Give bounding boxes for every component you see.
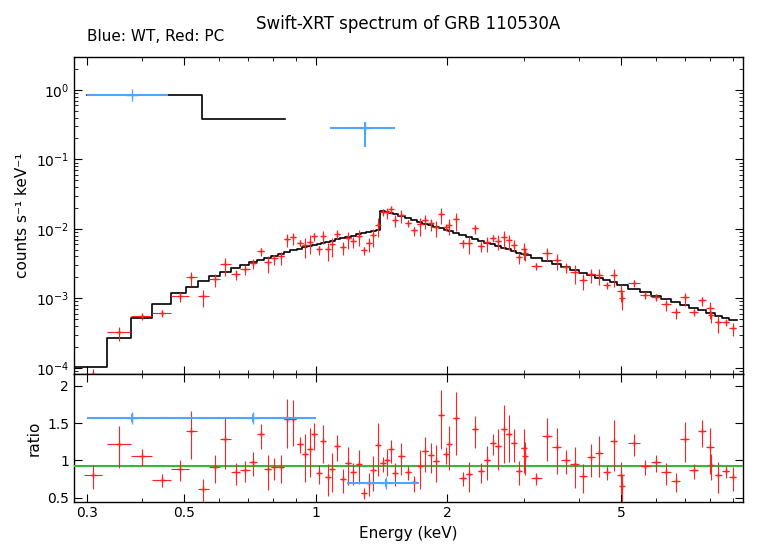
Text: Blue: WT, Red: PC: Blue: WT, Red: PC <box>87 29 224 44</box>
Title: Swift-XRT spectrum of GRB 110530A: Swift-XRT spectrum of GRB 110530A <box>256 15 561 33</box>
Y-axis label: counts s⁻¹ keV⁻¹: counts s⁻¹ keV⁻¹ <box>15 153 30 279</box>
X-axis label: Energy (keV): Energy (keV) <box>359 526 458 541</box>
Y-axis label: ratio: ratio <box>27 420 42 456</box>
